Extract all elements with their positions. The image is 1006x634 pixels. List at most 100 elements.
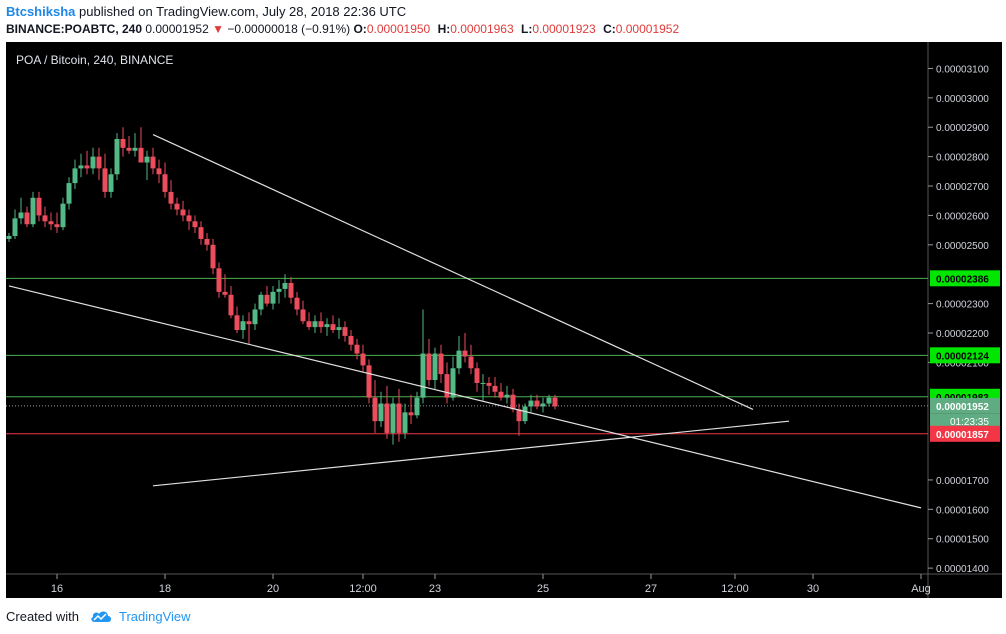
candle-body bbox=[246, 321, 252, 325]
y-tick-label: 0.00002800 bbox=[936, 153, 989, 164]
candle-body bbox=[66, 183, 72, 204]
y-tick-label: 0.00002200 bbox=[936, 329, 989, 340]
candle-body bbox=[486, 382, 492, 386]
open-value: 0.00001950 bbox=[366, 22, 431, 36]
y-tick-label: 0.00002700 bbox=[936, 182, 989, 193]
published-text: published on TradingView.com, July 28, 2… bbox=[79, 4, 407, 19]
x-tick-label: 12:00 bbox=[349, 583, 377, 595]
candle-body bbox=[360, 353, 366, 366]
publish-info: Btcshiksha published on TradingView.com,… bbox=[6, 4, 406, 19]
y-tick-label: 0.00002900 bbox=[936, 123, 989, 134]
candle-body bbox=[432, 353, 438, 381]
candle-body bbox=[534, 400, 540, 407]
candle-body bbox=[354, 344, 360, 354]
candle-body bbox=[546, 397, 552, 404]
y-tick-label: 0.00002100 bbox=[936, 358, 989, 369]
last-price-label-bg bbox=[930, 397, 1000, 414]
x-tick-label: 18 bbox=[159, 583, 171, 595]
cloud-icon bbox=[91, 611, 111, 622]
candle-body bbox=[408, 412, 414, 416]
candle-body bbox=[492, 385, 498, 392]
candle-body bbox=[474, 368, 480, 383]
plot-background bbox=[6, 42, 928, 574]
candle-body bbox=[174, 203, 180, 210]
candle-body bbox=[6, 235, 12, 239]
footer: Created with TradingView bbox=[6, 600, 1000, 632]
chart-container[interactable]: 0.00003100 0.00003000 0.00002900 0.00002800… bbox=[6, 42, 1002, 598]
candle-body bbox=[348, 335, 354, 345]
candle-body bbox=[228, 294, 234, 316]
y-tick-label: 0.00002600 bbox=[936, 211, 989, 222]
level-price-label: 0.00002386 bbox=[936, 274, 989, 285]
candle-body bbox=[180, 209, 186, 216]
candle-body bbox=[324, 324, 330, 328]
candle-body bbox=[48, 221, 54, 225]
candle-body bbox=[516, 409, 522, 422]
candle-body bbox=[144, 156, 150, 163]
candle-body bbox=[510, 394, 516, 410]
last-price: 0.00001952 bbox=[145, 22, 209, 36]
candle-body bbox=[330, 324, 336, 331]
candle-body bbox=[36, 197, 42, 216]
candle-body bbox=[126, 147, 132, 151]
candle-body bbox=[414, 397, 420, 416]
high-value: 0.00001963 bbox=[450, 22, 514, 36]
trend-line bbox=[8, 285, 922, 509]
candle-body bbox=[258, 294, 264, 310]
y-tick-label: 0.00001700 bbox=[936, 476, 989, 487]
last-price-label: 0.00001952 bbox=[936, 402, 989, 413]
x-tick-label: 23 bbox=[429, 583, 441, 595]
candle-body bbox=[444, 374, 450, 398]
candle-body bbox=[204, 238, 210, 245]
candlestick-chart[interactable]: 0.00003100 0.00003000 0.00002900 0.00002800… bbox=[6, 42, 1002, 598]
candle-body bbox=[24, 212, 30, 225]
candle-body bbox=[342, 327, 348, 336]
y-tick-label: 0.00002300 bbox=[936, 300, 989, 311]
candle-body bbox=[318, 321, 324, 328]
trend-line bbox=[152, 134, 754, 410]
candle-body bbox=[366, 365, 372, 398]
x-tick-label: Aug bbox=[911, 583, 931, 595]
close-key: C: bbox=[603, 22, 616, 36]
y-tick-label: 0.00003000 bbox=[936, 94, 989, 105]
candle-body bbox=[42, 215, 48, 222]
price-axis-background bbox=[928, 42, 1002, 574]
symbol-label: BINANCE:POABTC, 240 bbox=[6, 22, 143, 36]
y-tick-label: 0.00001400 bbox=[936, 564, 989, 575]
x-tick-label: 16 bbox=[51, 583, 63, 595]
candle-body bbox=[30, 197, 36, 225]
red-level-label-bg bbox=[930, 425, 1000, 442]
candle-body bbox=[84, 165, 90, 169]
candle-body bbox=[312, 321, 318, 328]
down-arrow-icon: ▼ bbox=[212, 22, 225, 36]
candle-body bbox=[60, 203, 66, 228]
chart-title: POA / Bitcoin, 240, BINANCE bbox=[16, 53, 173, 67]
tradingview-logo[interactable]: TradingView bbox=[89, 609, 191, 624]
candle-body bbox=[552, 397, 558, 407]
level-price-label-bg bbox=[930, 270, 1000, 287]
candle-body bbox=[54, 224, 60, 228]
candle-body bbox=[450, 368, 456, 398]
price-change: −0.00000018 (−0.91%) bbox=[227, 22, 351, 36]
candle-body bbox=[114, 138, 120, 175]
candle-body bbox=[12, 218, 18, 236]
candle-body bbox=[222, 291, 228, 295]
candle-body bbox=[420, 353, 426, 398]
candle-body bbox=[168, 191, 174, 204]
x-tick-label: 30 bbox=[807, 583, 819, 595]
candle-body bbox=[306, 321, 312, 328]
x-tick-label: 25 bbox=[537, 583, 549, 595]
candle-body bbox=[240, 321, 246, 331]
candle-body bbox=[252, 309, 258, 325]
candle-body bbox=[138, 147, 144, 163]
candle-body bbox=[156, 168, 162, 175]
countdown-timer-bg bbox=[930, 413, 1000, 428]
candle-body bbox=[198, 227, 204, 239]
candle-body bbox=[102, 168, 108, 192]
y-tick-label: 0.00001600 bbox=[936, 505, 989, 516]
candle-body bbox=[150, 156, 156, 169]
author-name[interactable]: Btcshiksha bbox=[6, 4, 76, 19]
low-value: 0.00001923 bbox=[532, 22, 596, 36]
tradingview-brand[interactable]: TradingView bbox=[118, 608, 191, 624]
candle-body bbox=[528, 400, 534, 407]
